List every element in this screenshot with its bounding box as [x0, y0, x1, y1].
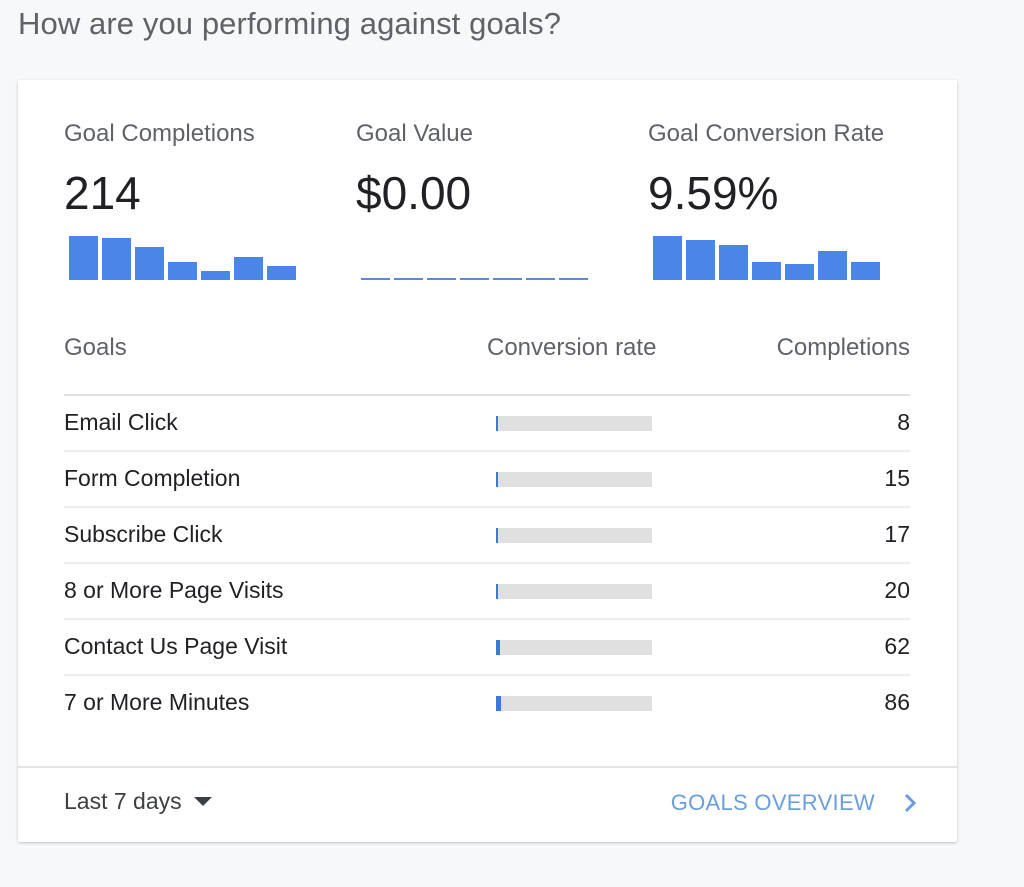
- table-row: 7 or More Minutes 86: [64, 676, 910, 732]
- conversion-rate-bar: [496, 416, 652, 431]
- date-range-label: Last 7 days: [64, 788, 182, 814]
- sparkline-goal-value: [361, 235, 591, 280]
- sparkline-bar: [785, 264, 814, 280]
- conversion-rate-bar: [496, 696, 652, 711]
- chevron-right-icon: [904, 793, 917, 813]
- metric-value: 9.59%: [648, 167, 779, 219]
- conversion-rate-fill: [496, 472, 498, 487]
- table-row: 8 or More Page Visits 20: [64, 564, 910, 620]
- card-footer: Last 7 days GOALS OVERVIEW: [18, 766, 957, 842]
- sparkline-bar: [686, 240, 715, 280]
- goal-name: Email Click: [64, 409, 178, 435]
- metrics-row: Goal Completions 214 Goal Value $0.00 Go…: [64, 120, 924, 280]
- sparkline-bar: [135, 247, 164, 280]
- sparkline-bar: [267, 266, 296, 280]
- metric-goal-completions[interactable]: Goal Completions 214: [64, 120, 344, 280]
- metric-goal-conversion-rate[interactable]: Goal Conversion Rate 9.59%: [648, 120, 928, 280]
- sparkline-bar: [526, 278, 555, 280]
- completions-count: 62: [884, 633, 910, 659]
- goal-name: Contact Us Page Visit: [64, 633, 288, 659]
- sparkline-bar: [69, 236, 98, 280]
- goal-name: 8 or More Page Visits: [64, 577, 284, 603]
- sparkline-bar: [361, 278, 390, 280]
- conversion-rate-bar: [496, 640, 652, 655]
- completions-count: 17: [884, 521, 910, 547]
- metric-goal-value[interactable]: Goal Value $0.00: [356, 120, 636, 280]
- goals-card: Goal Completions 214 Goal Value $0.00 Go…: [18, 80, 957, 842]
- goal-name: Subscribe Click: [64, 521, 223, 547]
- conversion-rate-fill: [496, 640, 500, 655]
- metric-label: Goal Completions: [64, 120, 255, 147]
- goal-name: 7 or More Minutes: [64, 689, 250, 715]
- sparkline-bar: [201, 271, 230, 280]
- sparkline-bar: [427, 278, 456, 280]
- sparkline-bar: [168, 262, 197, 280]
- conversion-rate-bar: [496, 584, 652, 599]
- conversion-rate-fill: [496, 696, 502, 711]
- goals-table: Goals Conversion rate Completions Email …: [64, 330, 910, 732]
- sparkline-bar: [719, 245, 748, 280]
- goals-overview-label: GOALS OVERVIEW: [670, 790, 875, 815]
- sparkline-goal-conversion-rate: [653, 235, 883, 280]
- column-header-conversion-rate: Conversion rate: [487, 334, 657, 361]
- sparkline-bar: [559, 278, 588, 280]
- metric-value: $0.00: [356, 167, 472, 219]
- sparkline-bar: [234, 257, 263, 280]
- conversion-rate-bar: [496, 472, 652, 487]
- sparkline-bar: [851, 262, 880, 280]
- table-row: Contact Us Page Visit 62: [64, 620, 910, 676]
- metric-value: 214: [64, 167, 141, 219]
- table-row: Form Completion 15: [64, 452, 910, 508]
- metric-label: Goal Conversion Rate: [648, 120, 885, 147]
- conversion-rate-fill: [496, 528, 498, 543]
- table-body: Email Click 8 Form Completion 15 Subscri…: [64, 396, 910, 732]
- table-row: Subscribe Click 17: [64, 508, 910, 564]
- sparkline-goal-completions: [69, 235, 299, 280]
- sparkline-bar: [752, 262, 781, 280]
- column-header-completions: Completions: [776, 334, 910, 361]
- conversion-rate-bar: [496, 528, 652, 543]
- conversion-rate-fill: [496, 416, 498, 431]
- sparkline-bar: [818, 251, 847, 280]
- column-header-goals: Goals: [64, 334, 127, 361]
- conversion-rate-fill: [496, 584, 498, 599]
- sparkline-bar: [460, 278, 489, 280]
- table-header: Goals Conversion rate Completions: [64, 330, 910, 396]
- completions-count: 86: [884, 689, 910, 715]
- sparkline-bar: [493, 278, 522, 280]
- sparkline-bar: [394, 278, 423, 280]
- completions-count: 20: [884, 577, 910, 603]
- completions-count: 8: [897, 409, 910, 435]
- metric-label: Goal Value: [356, 120, 473, 147]
- sparkline-bar: [653, 236, 682, 280]
- date-range-dropdown[interactable]: Last 7 days: [64, 788, 212, 815]
- goals-overview-link[interactable]: GOALS OVERVIEW: [671, 790, 917, 816]
- page-title: How are you performing against goals?: [18, 6, 562, 41]
- table-row: Email Click 8: [64, 396, 910, 452]
- goal-name: Form Completion: [64, 465, 241, 491]
- sparkline-bar: [102, 238, 131, 280]
- caret-down-icon: [193, 797, 212, 806]
- completions-count: 15: [884, 465, 910, 491]
